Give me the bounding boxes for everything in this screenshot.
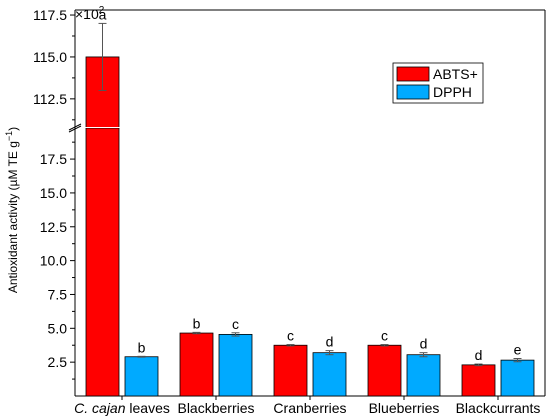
axis-multiplier: ×102 <box>75 5 105 22</box>
bar <box>273 344 308 397</box>
y-tick-label: 115.0 <box>33 49 67 65</box>
y-axis-label: Antioxidant activity (µM TE g−1) <box>4 127 20 293</box>
significance-letter: d <box>475 347 483 363</box>
legend-label: DPPH <box>433 84 472 100</box>
y-tick-label: 12.5 <box>40 219 67 235</box>
significance-letter: b <box>138 339 146 355</box>
significance-letter: e <box>514 341 522 357</box>
legend-swatch <box>396 66 430 82</box>
x-tick-label: Blueberries <box>369 400 440 416</box>
legend: ABTS+ DPPH <box>392 62 484 104</box>
significance-letter: b <box>193 315 201 331</box>
y-tick-label: 10.0 <box>40 253 67 269</box>
y-tick-label: 15.0 <box>40 185 67 201</box>
axis-break-gap <box>84 127 121 128</box>
axis-break-mark <box>68 125 82 133</box>
bars-group <box>84 22 535 397</box>
axis-break-mark <box>68 123 82 131</box>
bar <box>367 344 402 397</box>
y-tick-label: 5.0 <box>48 320 68 336</box>
significance-letter: a <box>99 6 107 22</box>
legend-swatch <box>396 84 430 100</box>
bar <box>179 332 214 397</box>
y-tick-label: 7.5 <box>48 286 68 302</box>
bar <box>461 364 496 397</box>
x-tick-label: Blackcurrants <box>456 400 541 416</box>
significance-letter: c <box>287 328 294 344</box>
significance-letter: c <box>232 316 239 332</box>
bar <box>500 359 535 397</box>
y-tick-label: 117.5 <box>33 7 67 23</box>
bar <box>218 333 253 397</box>
x-tick-label: Blackberries <box>177 400 254 416</box>
y-tick-label: 2.5 <box>48 354 68 370</box>
significance-letter: d <box>420 336 428 352</box>
x-tick-label: Cranberries <box>273 400 346 416</box>
bar <box>124 356 159 397</box>
x-tick-label: C. cajan leaves <box>74 400 170 416</box>
bar <box>85 127 120 397</box>
y-tick-label: 17.5 <box>40 151 67 167</box>
bar <box>406 354 441 397</box>
significance-letter: c <box>381 328 388 344</box>
legend-label: ABTS+ <box>433 66 478 82</box>
significance-letter: d <box>326 334 334 350</box>
bar <box>312 352 347 397</box>
labels-group: 2.5 5.0 7.5 10.0 12.5 15.0 17.5 112.5 115.0 117.5… <box>4 5 540 416</box>
y-tick-label: 112.5 <box>33 91 67 107</box>
